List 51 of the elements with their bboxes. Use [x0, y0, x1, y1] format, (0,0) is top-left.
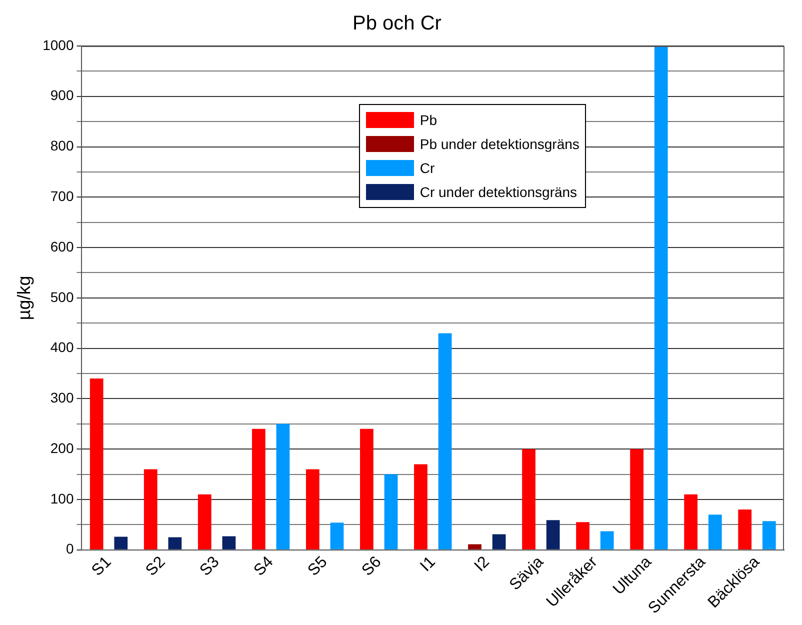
bar	[198, 494, 212, 550]
y-tick-label: 900	[50, 87, 74, 104]
bar	[654, 46, 668, 550]
bar	[384, 474, 398, 550]
x-tick-label: S6	[358, 553, 385, 580]
bar	[252, 428, 266, 550]
bar	[684, 494, 698, 550]
x-tick-label: S5	[304, 553, 331, 580]
bar	[360, 428, 374, 550]
y-tick-label: 500	[50, 288, 74, 305]
y-tick-label: 100	[50, 490, 74, 506]
bar	[762, 521, 776, 550]
bar	[90, 378, 104, 550]
bar	[168, 537, 182, 550]
bar	[414, 464, 428, 550]
bar	[522, 449, 536, 550]
x-tick-label: S1	[88, 553, 115, 580]
legend-label: Pb	[420, 112, 437, 128]
bar	[576, 522, 590, 550]
legend-label: Cr under detektionsgräns	[420, 184, 578, 200]
bar	[468, 544, 482, 550]
bar	[222, 536, 236, 550]
bar	[306, 469, 320, 550]
x-tick-label: I1	[417, 553, 439, 576]
y-tick-label: 400	[50, 339, 74, 356]
x-tick-label: S3	[196, 553, 223, 580]
y-tick-label: 600	[50, 238, 74, 254]
bar	[600, 531, 614, 550]
bar	[330, 522, 344, 550]
y-tick-label: 800	[50, 138, 74, 154]
bar	[144, 469, 158, 550]
y-tick-label: 700	[50, 188, 74, 204]
bar	[546, 520, 560, 550]
y-tick-label: 1000	[42, 36, 74, 53]
y-axis-title: µg/kg	[14, 276, 34, 320]
bar	[630, 449, 644, 550]
chart-title: Pb och Cr	[352, 12, 442, 35]
x-tick-label: S4	[250, 553, 277, 580]
x-tick-label: S2	[142, 553, 169, 580]
y-tick-label: 0	[66, 540, 74, 557]
y-tick-label: 200	[50, 440, 74, 456]
legend-label: Pb under detektionsgräns	[420, 136, 580, 152]
bar	[276, 424, 290, 550]
bar	[708, 514, 722, 550]
bar	[114, 536, 128, 550]
y-tick-label: 300	[50, 390, 74, 406]
bar	[492, 534, 506, 550]
legend-label: Cr	[420, 160, 435, 176]
x-tick-label: I2	[471, 553, 493, 576]
bar	[738, 510, 752, 550]
bar	[438, 333, 452, 550]
